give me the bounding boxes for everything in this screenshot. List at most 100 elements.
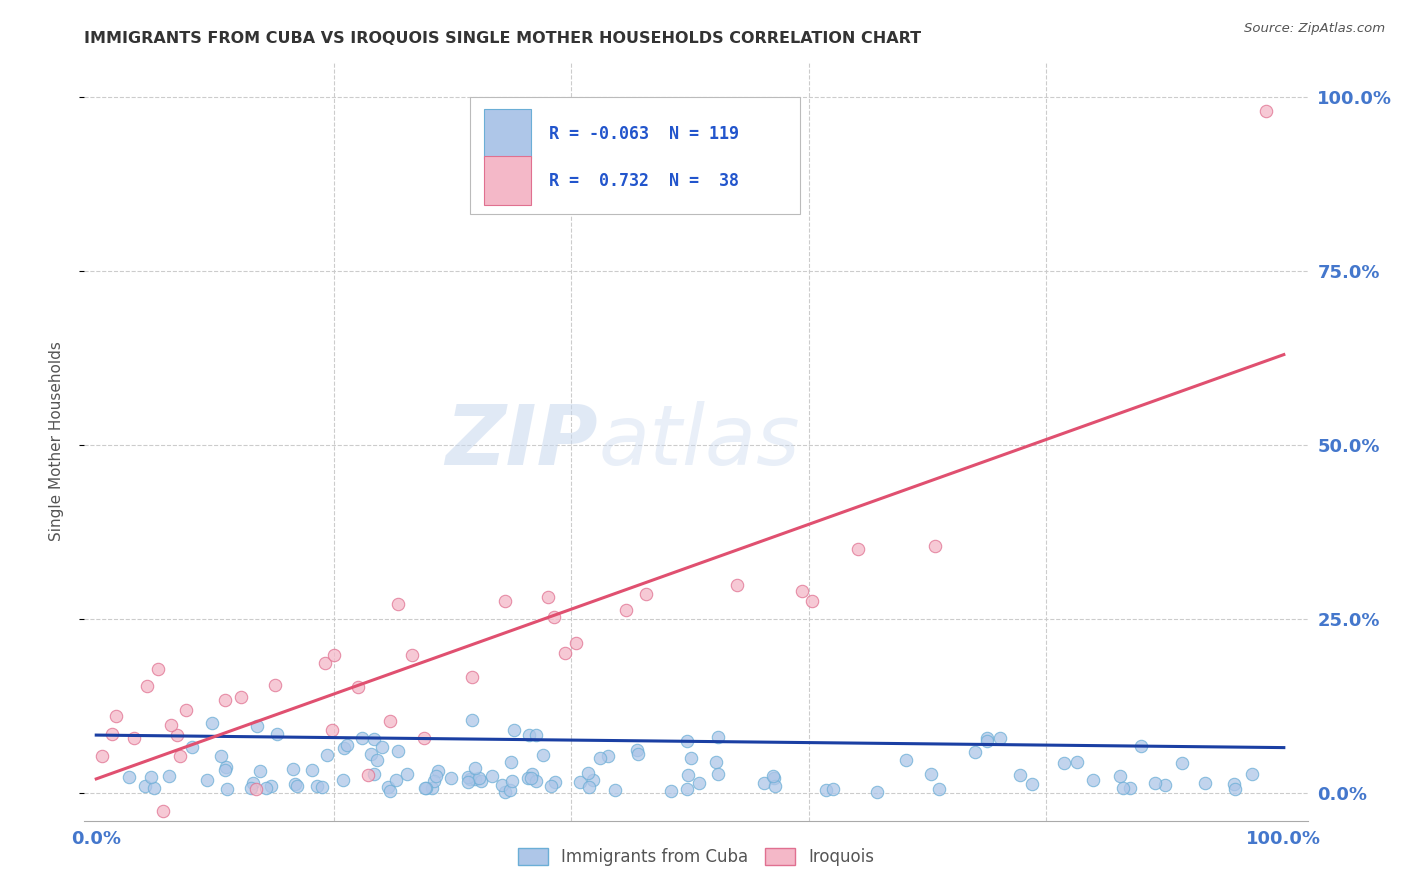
Point [1021,777,1043,791]
Point [494,594,516,608]
Point [565,635,588,649]
Point [363,732,385,747]
Point [457,774,479,789]
Point [894,753,917,767]
Point [965,745,987,759]
Point [1254,104,1277,119]
Point [249,764,271,779]
Point [387,744,409,758]
Point [363,766,385,780]
Point [676,734,699,748]
Point [537,590,560,604]
Point [688,776,710,790]
Point [380,783,402,797]
Point [920,766,942,780]
Point [626,743,648,757]
Point [357,767,380,781]
Point [427,764,450,779]
Point [461,713,484,727]
Point [543,610,565,624]
Point [457,770,479,784]
Point [148,662,170,676]
Text: R =  0.732  N =  38: R = 0.732 N = 38 [550,172,740,190]
Point [461,670,484,684]
Point [494,784,516,798]
Point [1010,767,1032,781]
Point [578,780,600,795]
Point [576,766,599,780]
Point [412,731,434,745]
Point [499,782,522,797]
Point [681,751,703,765]
Point [214,763,236,777]
Point [284,777,307,791]
Point [215,760,238,774]
Point [481,769,503,783]
Point [285,779,308,793]
Point [1171,756,1194,771]
Point [464,761,486,775]
Point [568,775,591,789]
Point [1066,755,1088,769]
Point [242,776,264,790]
Point [333,741,356,756]
Point [135,679,157,693]
Text: Source: ZipAtlas.com: Source: ZipAtlas.com [1244,22,1385,36]
Point [614,603,637,617]
Point [1223,777,1246,791]
Point [823,782,845,797]
Point [371,739,394,754]
Point [763,771,786,785]
Point [336,738,359,752]
Point [706,767,728,781]
Point [1143,775,1166,789]
Point [533,747,555,762]
Point [401,648,423,662]
Point [605,783,627,797]
Point [91,749,114,764]
Point [350,731,373,745]
Point [1081,773,1104,788]
Point [152,804,174,818]
Point [589,751,612,765]
Point [181,739,204,754]
Point [166,729,188,743]
Point [503,723,526,737]
Point [848,541,870,556]
Point [470,774,492,789]
Point [384,772,406,787]
Point [1112,780,1135,795]
Point [440,771,463,785]
Point [321,723,343,737]
Point [245,781,267,796]
Point [928,782,950,797]
Point [246,719,269,733]
Point [763,780,786,794]
Point [1109,769,1132,783]
Point [1223,782,1246,797]
Point [215,782,238,797]
Point [517,728,540,742]
Point [118,770,141,784]
Text: ZIP: ZIP [446,401,598,482]
Point [540,779,562,793]
Point [422,780,444,795]
Point [413,780,436,795]
Point [422,774,444,789]
Point [1194,776,1216,790]
Point [468,771,491,785]
Point [1118,780,1140,795]
Point [169,748,191,763]
Point [464,772,486,786]
Point [520,772,543,786]
Point [554,646,576,660]
Point [582,773,605,788]
Point [1240,766,1263,780]
Legend: Immigrants from Cuba, Iroquois: Immigrants from Cuba, Iroquois [510,841,882,873]
Point [704,755,727,769]
FancyBboxPatch shape [470,96,800,214]
Point [524,774,547,789]
Point [214,693,236,707]
Point [815,782,838,797]
Point [139,771,162,785]
